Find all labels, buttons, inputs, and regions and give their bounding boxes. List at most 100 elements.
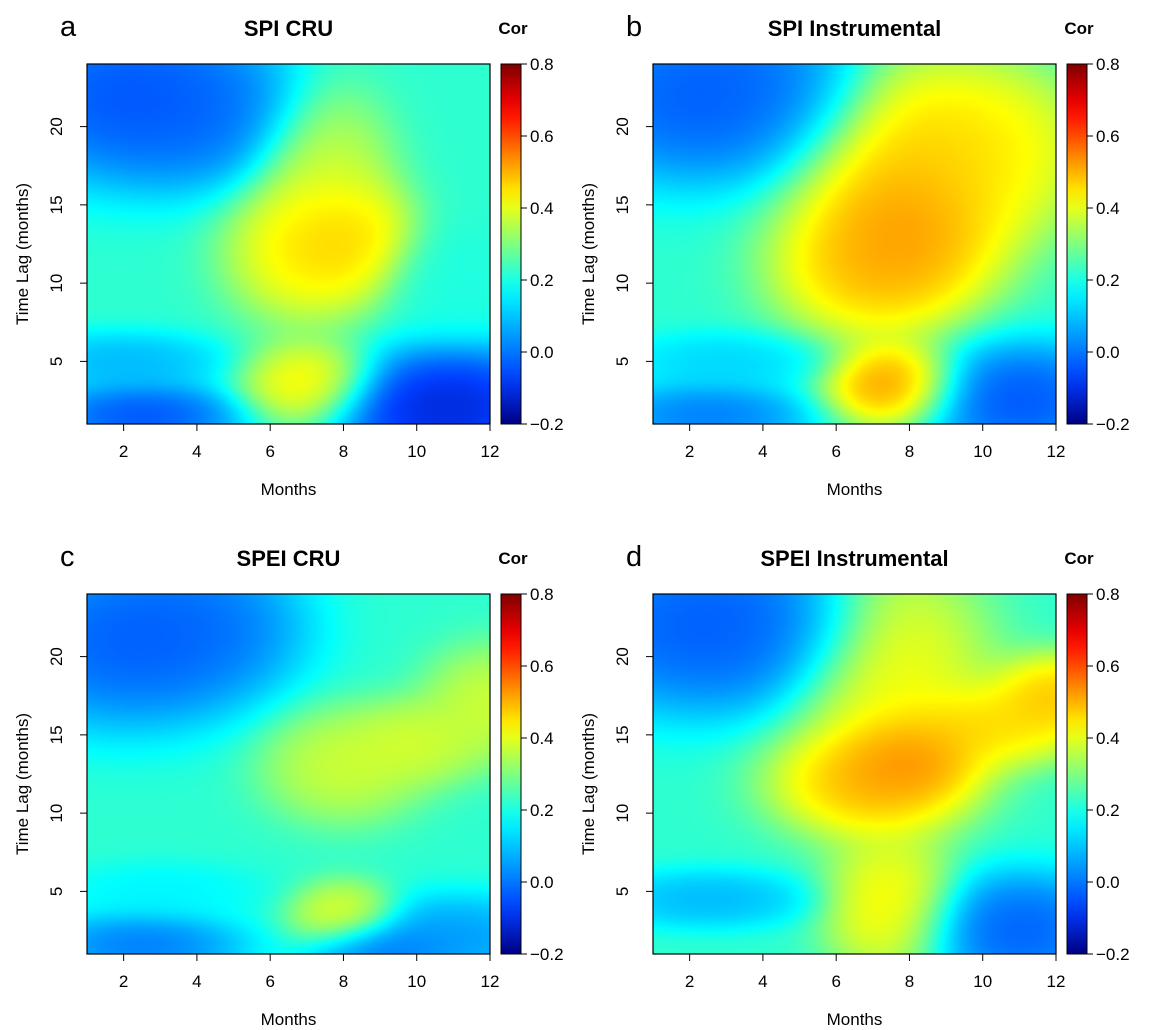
panel-d: d SPEI Instrumental 2 4 6 8 10 12 Months 5 10 15 20 T… — [579, 541, 1130, 1029]
x-tick-label: 12 — [481, 442, 500, 461]
y-tick-label: 5 — [613, 357, 632, 366]
panel-c: c SPEI CRU 2 4 6 8 10 12 Months 5 10 15 20 Time Lag (… — [13, 541, 564, 1029]
colorbar-title: Cor — [1064, 19, 1094, 38]
x-tick-label: 4 — [758, 972, 767, 991]
colorbar-tick-label: 0.4 — [1096, 199, 1120, 218]
colorbar-tick-label: −0.2 — [1096, 415, 1130, 434]
y-tick-label: 15 — [613, 725, 632, 744]
x-tick-label: 2 — [119, 972, 128, 991]
colorbar-tick-label: 0.2 — [530, 271, 554, 290]
y-axis-label: Time Lag (months) — [579, 183, 598, 325]
panel-a: a SPI CRU 2 4 6 8 10 12 Months 5 10 15 20 Time Lag (m… — [13, 11, 564, 499]
panel-letter: a — [60, 11, 77, 43]
colorbar-title: Cor — [1064, 549, 1094, 568]
x-tick-label: 6 — [831, 442, 840, 461]
heatmap-image — [653, 64, 1056, 424]
y-tick-label: 10 — [47, 274, 66, 293]
y-tick-label: 10 — [613, 804, 632, 823]
colorbar-tick-label: −0.2 — [1096, 945, 1130, 964]
x-tick-label: 6 — [265, 972, 274, 991]
plot-frame — [652, 63, 1057, 425]
panel-title: SPI CRU — [244, 16, 333, 41]
x-tick-label: 12 — [1047, 442, 1066, 461]
colorbar — [500, 63, 522, 425]
colorbar-tick-label: 0.8 — [1096, 55, 1120, 74]
colorbar-title: Cor — [498, 19, 528, 38]
x-tick-label: 2 — [119, 442, 128, 461]
x-axis-label: Months — [827, 480, 883, 499]
y-tick-label: 10 — [47, 804, 66, 823]
colorbar-tick-label: 0.4 — [530, 199, 554, 218]
x-axis-label: Months — [827, 1010, 883, 1029]
x-tick-label: 8 — [339, 442, 348, 461]
y-tick-label: 5 — [47, 357, 66, 366]
x-axis-label: Months — [261, 1010, 317, 1029]
x-tick-label: 2 — [685, 972, 694, 991]
colorbar-tick-label: 0.6 — [530, 657, 554, 676]
x-tick-label: 12 — [481, 972, 500, 991]
colorbar-tick-label: −0.2 — [530, 945, 564, 964]
colorbar-tick-label: 0.8 — [530, 585, 554, 604]
panel-title: SPI Instrumental — [768, 16, 942, 41]
y-axis-label: Time Lag (months) — [13, 183, 32, 325]
colorbar-title: Cor — [498, 549, 528, 568]
x-tick-label: 8 — [339, 972, 348, 991]
y-tick-label: 15 — [47, 195, 66, 214]
colorbar-tick-label: −0.2 — [530, 415, 564, 434]
colorbar — [1066, 63, 1088, 425]
colorbar-tick-label: 0.0 — [1096, 873, 1120, 892]
x-tick-label: 6 — [831, 972, 840, 991]
colorbar — [500, 593, 522, 955]
plot-frame — [652, 593, 1057, 955]
y-tick-label: 20 — [613, 117, 632, 136]
colorbar-tick-label: 0.6 — [1096, 127, 1120, 146]
plot-frame — [86, 63, 491, 425]
x-tick-label: 4 — [192, 972, 201, 991]
x-tick-label: 4 — [758, 442, 767, 461]
colorbar-tick-label: 0.8 — [530, 55, 554, 74]
y-tick-label: 10 — [613, 274, 632, 293]
y-tick-label: 5 — [47, 887, 66, 896]
y-tick-label: 5 — [613, 887, 632, 896]
y-tick-label: 20 — [47, 647, 66, 666]
colorbar-tick-label: 0.0 — [530, 343, 554, 362]
y-tick-label: 20 — [47, 117, 66, 136]
panel-title: SPEI Instrumental — [760, 546, 948, 571]
colorbar-tick-label: 0.6 — [530, 127, 554, 146]
colorbar-tick-label: 0.4 — [530, 729, 554, 748]
y-tick-label: 15 — [613, 195, 632, 214]
x-tick-label: 8 — [905, 442, 914, 461]
x-tick-label: 10 — [973, 972, 992, 991]
panel-title: SPEI CRU — [237, 546, 341, 571]
x-tick-label: 10 — [407, 972, 426, 991]
colorbar-tick-label: 0.0 — [530, 873, 554, 892]
heatmap-image — [87, 594, 490, 954]
x-tick-label: 10 — [407, 442, 426, 461]
x-tick-label: 8 — [905, 972, 914, 991]
heatmap-image — [87, 64, 490, 424]
panel-letter: d — [626, 541, 642, 573]
colorbar-tick-label: 0.8 — [1096, 585, 1120, 604]
heatmap-image — [653, 594, 1056, 954]
x-tick-label: 6 — [265, 442, 274, 461]
y-axis-label: Time Lag (months) — [13, 713, 32, 855]
x-tick-label: 10 — [973, 442, 992, 461]
colorbar-tick-label: 0.2 — [530, 801, 554, 820]
panel-letter: b — [626, 11, 642, 43]
x-tick-label: 2 — [685, 442, 694, 461]
colorbar-tick-label: 0.6 — [1096, 657, 1120, 676]
x-tick-label: 12 — [1047, 972, 1066, 991]
colorbar-tick-label: 0.4 — [1096, 729, 1120, 748]
panel-b: b SPI Instrumental 2 4 6 8 10 12 Months 5 10 15 20 Ti… — [579, 11, 1130, 499]
y-axis-label: Time Lag (months) — [579, 713, 598, 855]
colorbar-tick-label: 0.2 — [1096, 801, 1120, 820]
y-tick-label: 20 — [613, 647, 632, 666]
colorbar-tick-label: 0.0 — [1096, 343, 1120, 362]
panel-letter: c — [60, 541, 75, 573]
colorbar — [1066, 593, 1088, 955]
x-axis-label: Months — [261, 480, 317, 499]
colorbar-tick-label: 0.2 — [1096, 271, 1120, 290]
y-tick-label: 15 — [47, 725, 66, 744]
x-tick-label: 4 — [192, 442, 201, 461]
